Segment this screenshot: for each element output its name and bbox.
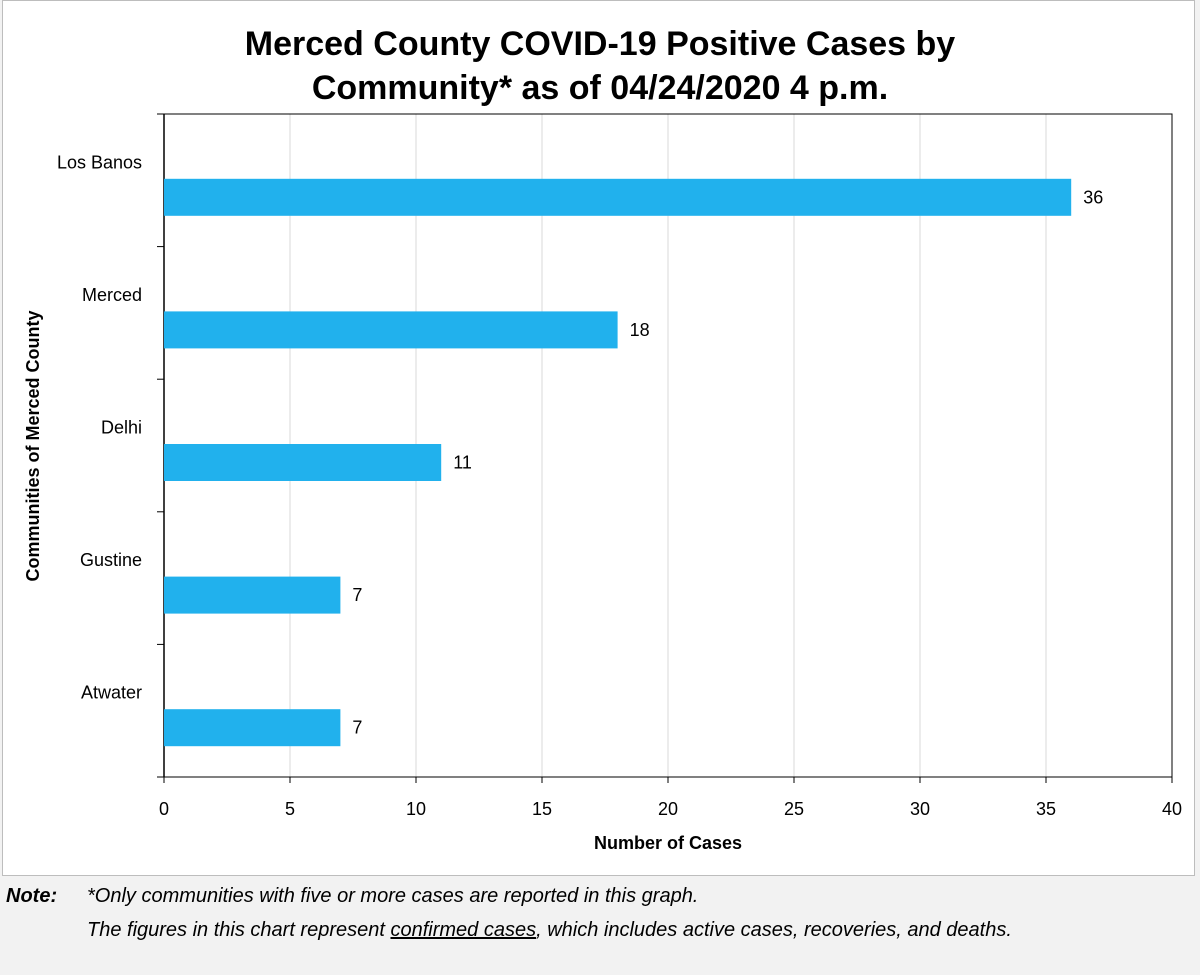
chart-title-line1: Merced County COVID-19 Positive Cases by [244,25,956,63]
x-tick-label-35: 35 [1036,799,1056,819]
value-label-merced: 18 [630,320,650,340]
bar-merced [164,311,618,349]
note-label: Note: [6,885,58,907]
bars-group [164,178,1072,747]
x-tick-label-20: 20 [658,799,678,819]
category-label-merced: Merced [82,285,142,305]
note-line-2-post: , which includes active cases, recoverie… [536,919,1012,941]
x-tick-label-15: 15 [532,799,552,819]
note-underlined-text: confirmed cases [390,919,537,941]
category-label-delhi: Delhi [101,418,142,438]
value-label-los-banos: 36 [1083,187,1103,207]
category-label-los-banos: Los Banos [57,152,142,172]
y-axis-ticks [157,113,164,778]
x-tick-label-5: 5 [285,799,295,819]
y-axis-title: Communities of Merced County [23,310,43,581]
value-label-gustine: 7 [352,585,362,605]
grid-lines [289,114,1047,777]
x-axis-ticks: 0 5 10 15 20 25 30 35 40 [159,777,1182,819]
x-tick-label-0: 0 [159,799,169,819]
bar-gustine [164,576,341,614]
bar-delhi [164,444,442,481]
bar-chart: 0 5 10 15 20 25 30 35 40 Los Banos Merced Delhi Gus… [23,113,1182,853]
category-label-gustine: Gustine [80,550,142,570]
category-label-atwater: Atwater [81,683,142,703]
note-line-2-pre: The figures in this chart represent [87,919,391,941]
x-tick-label-25: 25 [784,799,804,819]
x-tick-label-30: 30 [910,799,930,819]
x-tick-label-40: 40 [1162,799,1182,819]
x-tick-label-10: 10 [406,799,426,819]
bar-los-banos [164,178,1072,216]
bar-atwater [164,709,341,747]
chart-title: Merced County COVID-19 Positive Cases by… [0,22,1200,110]
value-label-atwater: 7 [352,718,362,738]
value-labels: 36 18 11 7 7 [352,187,1103,737]
note-line-1: *Only communities with five or more case… [87,885,699,907]
chart-title-line2: Community* as of 04/24/2020 4 p.m. [311,69,889,107]
note-line-2: The figures in this chart represent conf… [87,918,1087,943]
value-label-delhi: 11 [453,453,472,473]
category-labels: Los Banos Merced Delhi Gustine Atwater [57,152,142,702]
x-axis-title: Number of Cases [594,833,742,853]
